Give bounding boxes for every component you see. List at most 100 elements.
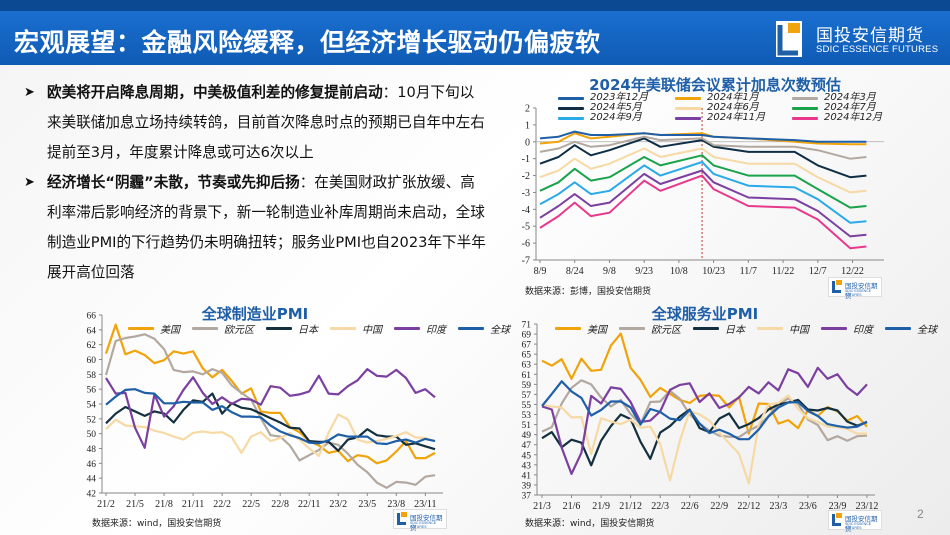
y-tick-label: 58 — [87, 371, 97, 381]
legend-label: 美国 — [587, 325, 607, 336]
header-top-stripe — [0, 0, 950, 11]
x-tick-label: 12/22 — [841, 266, 864, 277]
mini-logo-en: SDIC ESSENCE FUTURES — [845, 522, 872, 530]
y-tick-label: 44 — [87, 475, 97, 485]
x-tick-label: 11/7 — [740, 266, 757, 277]
series-line-2024年6月 — [539, 147, 867, 194]
y-tick-label: 56 — [87, 386, 97, 396]
bullet-item: ➤ 欧美将开启降息周期，中美极值利差的修复提前启动：10月下旬以来美联储加息立场… — [22, 78, 487, 168]
series-line-日本 — [105, 392, 436, 452]
legend-label: 美国 — [160, 325, 180, 336]
legend-swatch — [821, 327, 847, 330]
legend-item: 欧元区 — [192, 321, 254, 336]
chart-source-svc: 数据来源：wind，国投安信期货 — [525, 519, 655, 529]
x-tick-label: 23/2 — [329, 499, 347, 510]
y-tick-label: 37 — [522, 492, 532, 502]
y-tick-label: 60 — [87, 356, 97, 366]
x-tick-label: 9/23 — [635, 266, 653, 277]
series-line-2023年12月 — [539, 130, 867, 143]
legend-label: 中国 — [789, 325, 809, 336]
legend-swatch — [675, 96, 701, 100]
series-line-2024年12月 — [539, 174, 867, 250]
legend-item: 2023年12月 — [558, 93, 675, 103]
legend-label: 欧元区 — [224, 325, 254, 336]
legend-item: 全球 — [458, 321, 510, 336]
series-line-全球 — [105, 388, 436, 446]
x-tick-label: 8/24 — [566, 266, 584, 277]
chart-title-svc: 全球服务业PMI — [651, 305, 759, 323]
legend-label: 2024年5月 — [590, 102, 642, 113]
legend-item: 2024年11月 — [675, 113, 792, 123]
x-tick-label: 23/8 — [387, 499, 405, 510]
x-tick-label: 23/9 — [829, 501, 847, 512]
legend-swatch — [757, 327, 783, 330]
y-tick-label: 66 — [87, 312, 97, 322]
y-tick-label: 50 — [87, 430, 97, 440]
x-tick-label: 21/3 — [533, 501, 551, 512]
y-tick-label: -3 — [522, 188, 530, 199]
legend-label: 日本 — [725, 325, 745, 336]
legend-swatch — [558, 116, 584, 120]
company-logo: 国投安信期货 SDIC ESSENCE FUTURES — [776, 17, 946, 61]
legend-swatch — [266, 327, 292, 330]
logo-text-cn: 国投安信期货 — [816, 26, 924, 46]
legend-swatch — [885, 327, 911, 330]
x-tick-label: 22/11 — [298, 499, 320, 510]
bullet-heading: 欧美将开启降息周期，中美极值利差的修复提前启动 — [47, 84, 383, 101]
legend-item: 中国 — [757, 321, 809, 336]
legend-label: 2024年6月 — [707, 102, 759, 113]
mini-logo-cn: 国投安信期货 — [410, 515, 443, 532]
y-tick-label: 52 — [87, 415, 97, 425]
x-tick-label: 21/8 — [155, 499, 173, 510]
bullet-list: ➤ 欧美将开启降息周期，中美极值利差的修复提前启动：10月下旬以来美联储加息立场… — [22, 78, 487, 288]
x-tick-label: 21/9 — [592, 501, 610, 512]
legend-label: 全球 — [490, 325, 510, 336]
series-line-全球 — [541, 380, 868, 441]
legend-label: 2024年9月 — [590, 112, 642, 123]
series-line-2024年7月 — [539, 154, 867, 209]
legend-item: 日本 — [693, 321, 745, 336]
y-tick-label: 1 — [525, 120, 530, 131]
y-tick-label: -5 — [522, 222, 530, 233]
legend-item: 日本 — [266, 321, 318, 336]
y-tick-label: 71 — [522, 321, 532, 331]
legend-swatch — [394, 327, 420, 330]
legend-swatch — [192, 327, 218, 330]
legend-swatch — [558, 106, 584, 110]
mini-logo-en: SDIC ESSENCE FUTURES — [845, 289, 872, 297]
y-tick-label: 63 — [522, 361, 532, 371]
chart-legend-fed: 2023年12月 2024年1月 2024年3月 2024年5月 2024年6月 2024… — [558, 93, 909, 123]
legend-label: 2023年12月 — [590, 92, 649, 103]
legend-swatch — [558, 96, 584, 100]
legend-label: 印度 — [426, 325, 446, 336]
series-line-2024年3月 — [539, 135, 867, 160]
x-tick-label: 10/8 — [670, 266, 688, 277]
legend-label: 2024年7月 — [824, 102, 876, 113]
legend-item: 2024年1月 — [675, 93, 792, 103]
y-tick-label: 62 — [87, 341, 97, 351]
legend-item: 印度 — [394, 321, 446, 336]
legend-label: 2024年12月 — [824, 112, 883, 123]
slide-title: 宏观展望：金融风险缓释，但经济增长驱动仍偏疲软 — [14, 28, 601, 57]
y-tick-label: 55 — [522, 401, 532, 411]
legend-label: 2024年3月 — [824, 92, 876, 103]
bullet-text: ：10月下旬以来美联储加息立场持续转鸽，目前首次降息时点的预期已自年中左右提前至… — [47, 84, 485, 161]
page-number: 2 — [917, 507, 924, 521]
series-line-欧元区 — [104, 333, 436, 489]
series-line-美国 — [104, 323, 436, 465]
chart-title-fed: 2024年美联储会议累计加息次数预估 — [589, 76, 841, 94]
x-tick-label: 8/9 — [534, 266, 547, 277]
legend-swatch — [555, 327, 581, 330]
legend-item: 2024年9月 — [558, 113, 675, 123]
mini-logo: 国投安信期货 SDIC ESSENCE FUTURES — [393, 509, 447, 532]
y-tick-label: -2 — [522, 171, 530, 182]
chart-title-mfg: 全球制造业PMI — [201, 305, 309, 323]
series-line-2024年9月 — [539, 161, 867, 224]
y-tick-label: 54 — [87, 401, 97, 411]
y-tick-label: 59 — [522, 381, 532, 391]
series-line-日本 — [541, 398, 868, 467]
x-tick-label: 23/6 — [799, 501, 817, 512]
y-tick-label: 61 — [522, 371, 532, 381]
legend-swatch — [693, 327, 719, 330]
chart-legend-mfg: 美国 欧元区 日本 中国 印度 全球 — [128, 321, 510, 336]
